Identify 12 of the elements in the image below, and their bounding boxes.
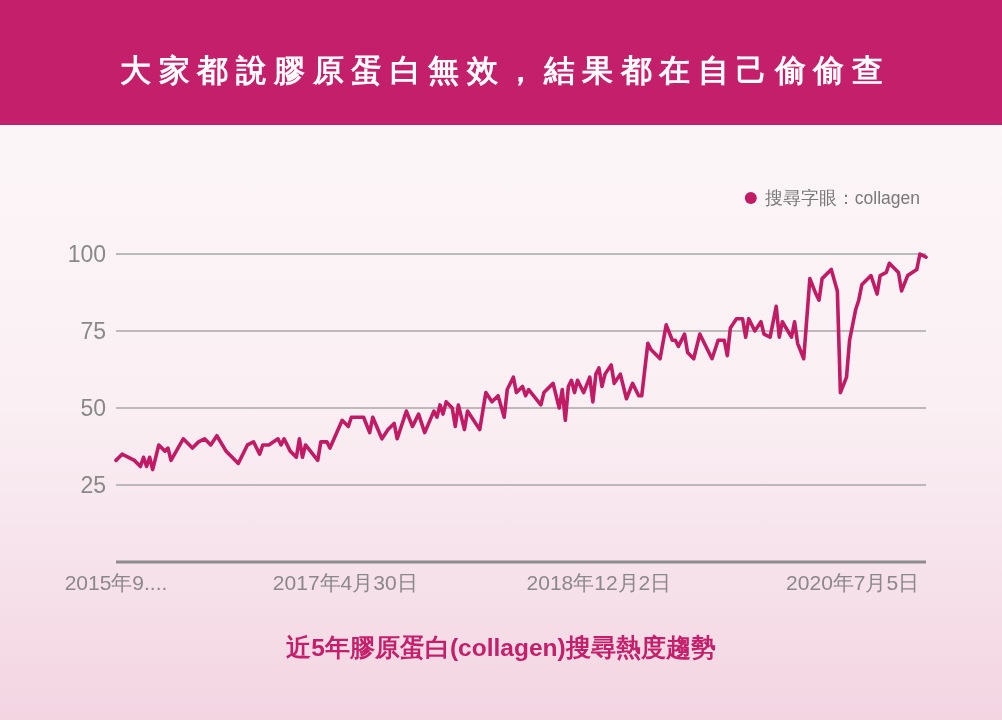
y-tick-label: 100	[67, 241, 106, 267]
x-tick-label: 2020年7月5日	[786, 571, 920, 594]
x-tick-label: 2018年12月2日	[526, 571, 672, 594]
x-tick-label: 2015年9....	[64, 571, 168, 594]
chart-title: 大家都說膠原蛋白無效，結果都在自己偷偷查	[120, 53, 890, 88]
line-series	[114, 252, 928, 472]
y-tick-label: 50	[80, 395, 106, 421]
x-tick-label: 2017年4月30日	[272, 571, 418, 594]
y-tick-label: 75	[80, 318, 106, 344]
y-tick-label: 25	[80, 472, 106, 498]
text: 近5年膠原蛋白(collagen)搜尋熱度趨勢	[286, 634, 716, 661]
legend-label: 搜尋字眼：collagen	[764, 188, 920, 208]
